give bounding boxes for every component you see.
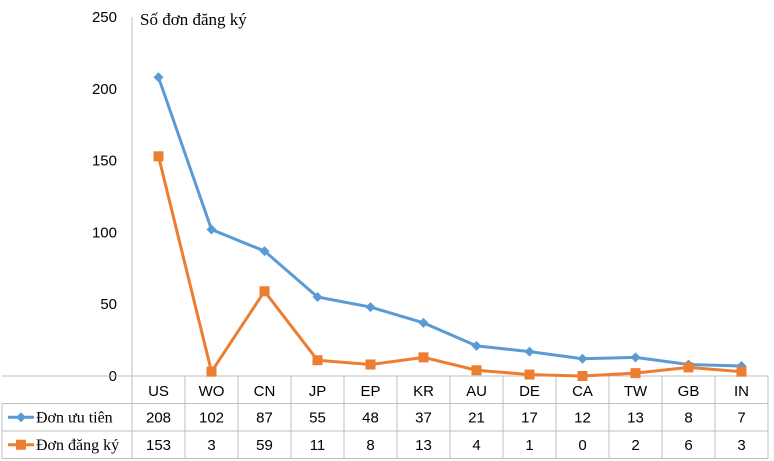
category-label: CN [254, 383, 276, 400]
data-point-marker [259, 286, 270, 297]
legend-diamond-marker [16, 412, 26, 423]
category-label: US [148, 383, 169, 400]
table-cell: 13 [627, 409, 644, 426]
table-cell: 6 [684, 437, 692, 454]
data-point-marker [312, 292, 323, 303]
table-cell: 1 [525, 437, 533, 454]
category-label: TW [624, 383, 648, 400]
category-label: KR [413, 383, 434, 400]
category-label: DE [519, 383, 540, 400]
table-cell: 59 [256, 437, 273, 454]
table-cell: 7 [737, 409, 745, 426]
legend-label: Đơn ưu tiên [36, 409, 113, 426]
category-label: CA [572, 383, 593, 400]
table-cell: 8 [366, 437, 374, 454]
data-point-marker [524, 369, 535, 380]
series-line [157, 76, 742, 368]
y-tick-label: 150 [92, 153, 117, 170]
data-point-marker [206, 224, 217, 235]
data-point-marker [206, 366, 217, 377]
table-cell: 13 [415, 437, 432, 454]
table-cell: 55 [309, 409, 326, 426]
table-cell: 208 [146, 409, 171, 426]
legend-label: Đơn đăng ký [36, 437, 119, 454]
table-cell: 3 [207, 437, 215, 454]
data-point-marker [683, 362, 694, 373]
data-point-marker [577, 371, 588, 381]
category-labels: US WO CN JP EP KR AU DE CA TW GB IN [148, 383, 749, 400]
table-cell: 48 [362, 409, 379, 426]
table-cell: 8 [684, 409, 692, 426]
table-cell: 153 [146, 437, 171, 454]
data-point-marker [153, 151, 164, 162]
y-tick-label: 100 [92, 224, 117, 241]
legend-square-marker [16, 439, 26, 450]
y-axis-title: Số đơn đăng ký [140, 10, 247, 29]
series-line [157, 155, 742, 378]
category-label: JP [309, 383, 327, 400]
series-2 [153, 151, 747, 381]
table-cell: 0 [578, 437, 586, 454]
table-cell: 4 [472, 437, 480, 454]
table-cell: 2 [631, 437, 639, 454]
table-cell: 12 [574, 409, 591, 426]
table-cell: 3 [737, 437, 745, 454]
data-point-marker [365, 359, 376, 370]
data-point-marker [736, 366, 747, 377]
y-tick-label: 250 [92, 9, 117, 26]
y-tick-label: 200 [92, 81, 117, 98]
category-label: AU [466, 383, 487, 400]
table-cell: 37 [415, 409, 432, 426]
data-point-marker [630, 368, 641, 379]
table-cell: 102 [199, 409, 224, 426]
table-cell: 11 [310, 437, 326, 454]
table-cell: 87 [256, 409, 273, 426]
category-label: IN [734, 383, 749, 400]
data-point-marker [259, 246, 270, 257]
category-label: EP [360, 383, 380, 400]
y-tick-label: 50 [100, 296, 117, 313]
data-point-marker [418, 317, 429, 328]
data-point-marker [365, 302, 376, 313]
data-point-marker [471, 340, 482, 351]
category-label: GB [678, 383, 700, 400]
data-point-marker [418, 352, 429, 363]
data-point-marker [630, 352, 641, 363]
data-point-marker [577, 353, 588, 364]
data-point-marker [153, 72, 164, 83]
data-point-marker [524, 346, 535, 357]
data-point-marker [471, 365, 482, 376]
category-label: WO [199, 383, 225, 400]
series-1 [153, 72, 747, 371]
table-cell: 17 [521, 409, 538, 426]
series-lines [153, 72, 747, 381]
table-cell: 21 [468, 409, 485, 426]
data-point-marker [312, 355, 323, 366]
